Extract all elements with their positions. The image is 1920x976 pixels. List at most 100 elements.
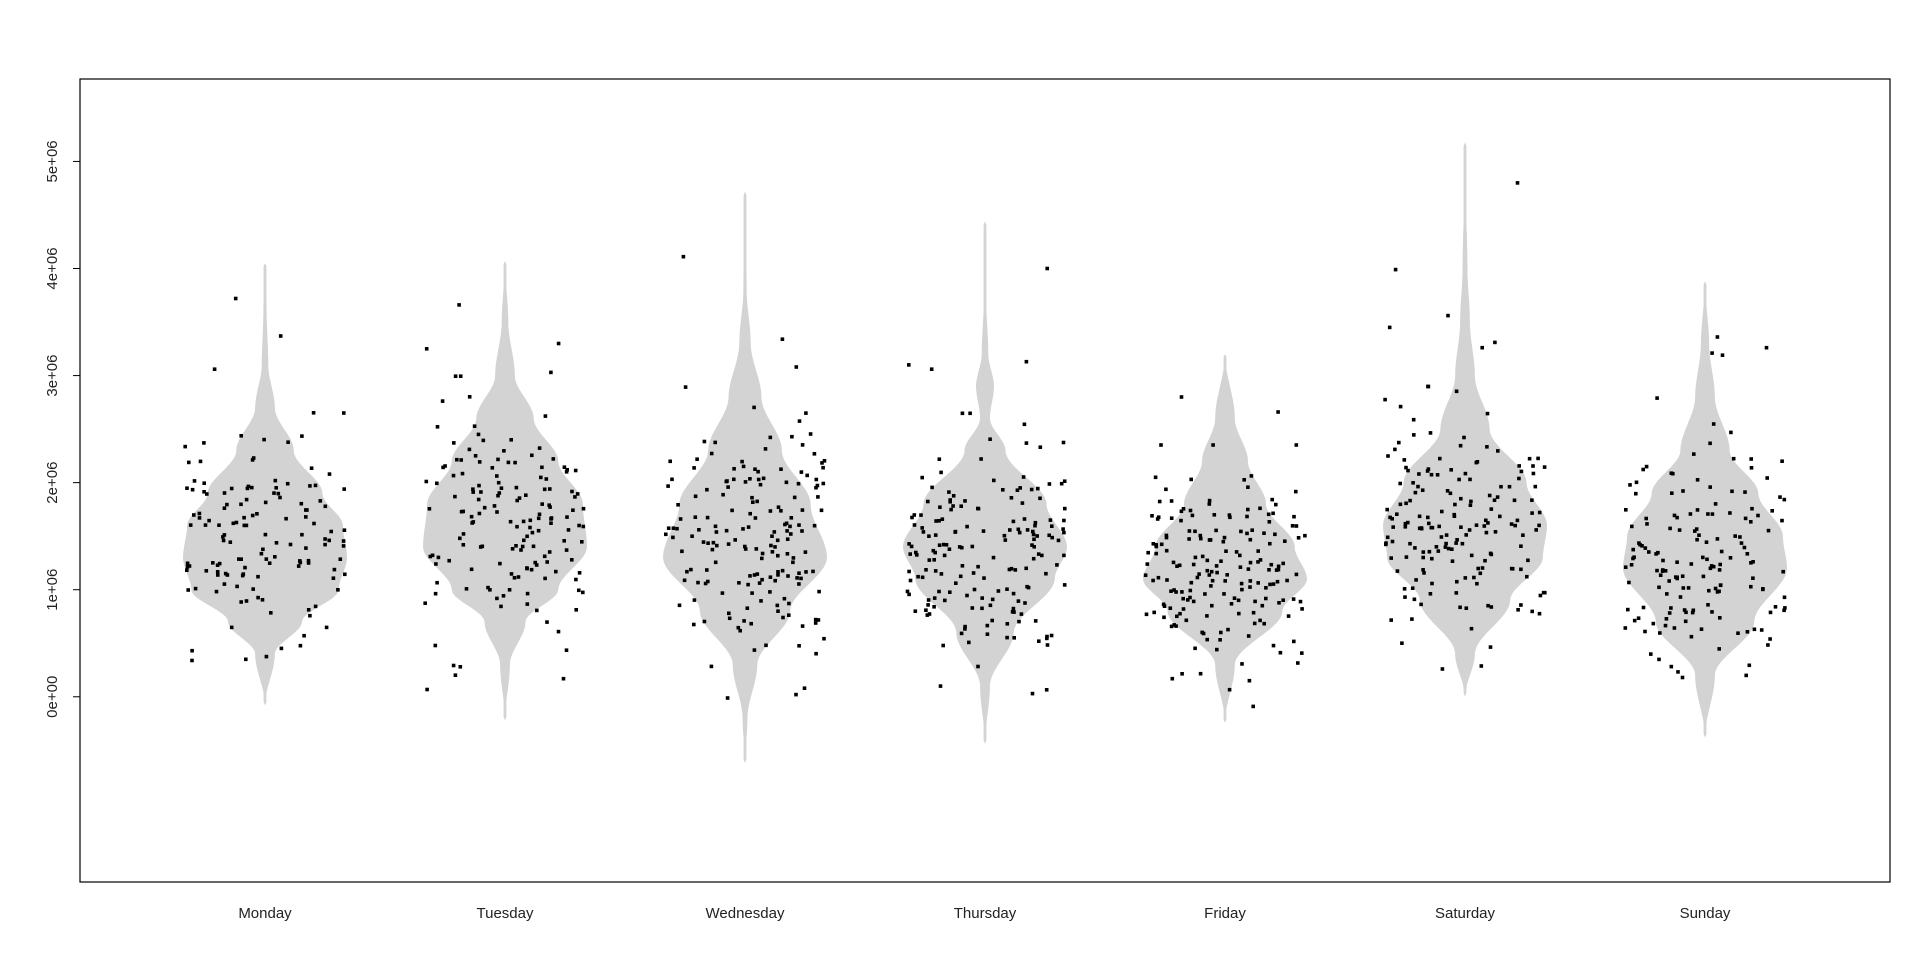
data-point xyxy=(1496,449,1500,453)
data-point xyxy=(1152,610,1156,615)
data-point xyxy=(1699,627,1704,631)
data-point xyxy=(1162,604,1167,608)
data-point xyxy=(1526,558,1530,563)
data-point xyxy=(784,521,789,526)
data-point xyxy=(458,536,462,541)
data-point xyxy=(789,516,794,520)
data-point xyxy=(1745,630,1750,634)
data-point xyxy=(800,508,805,512)
data-point xyxy=(273,555,277,559)
data-point xyxy=(1444,533,1449,537)
data-point xyxy=(1538,593,1543,598)
data-point xyxy=(1513,523,1517,528)
data-point xyxy=(727,616,732,621)
data-point xyxy=(1278,650,1283,655)
data-point xyxy=(1765,476,1769,480)
data-point xyxy=(1239,529,1243,534)
data-point xyxy=(1031,532,1036,537)
data-point xyxy=(1246,567,1251,571)
data-point xyxy=(543,576,547,581)
data-point xyxy=(1224,549,1228,553)
data-point xyxy=(1667,579,1671,583)
data-point xyxy=(740,459,744,464)
data-point xyxy=(1450,547,1454,551)
data-point xyxy=(912,523,917,527)
data-point xyxy=(264,557,269,561)
data-point xyxy=(1408,541,1412,546)
data-point xyxy=(953,529,958,534)
data-point xyxy=(937,589,941,594)
data-point xyxy=(1510,567,1515,571)
data-point xyxy=(784,480,789,485)
data-point xyxy=(469,514,474,519)
data-point xyxy=(944,543,949,547)
data-point xyxy=(1207,573,1212,577)
data-point xyxy=(1294,443,1299,447)
data-point xyxy=(1664,617,1669,621)
data-point xyxy=(1164,535,1169,540)
data-point xyxy=(681,254,686,259)
data-point xyxy=(1168,606,1173,610)
data-point xyxy=(273,478,278,483)
data-point xyxy=(1493,340,1497,345)
data-point xyxy=(1656,550,1660,555)
data-point xyxy=(664,532,668,537)
data-point xyxy=(1485,445,1489,449)
data-point xyxy=(907,569,911,574)
data-point xyxy=(1159,542,1164,547)
data-point xyxy=(1519,567,1523,572)
data-point xyxy=(1164,533,1169,538)
data-point xyxy=(512,576,517,580)
data-point xyxy=(666,526,671,530)
data-point xyxy=(819,508,824,513)
data-point xyxy=(1154,551,1158,556)
data-point xyxy=(427,507,432,511)
data-point xyxy=(1670,491,1674,495)
data-point xyxy=(1750,506,1754,511)
data-point xyxy=(239,502,243,507)
data-point xyxy=(800,624,805,628)
data-point xyxy=(1458,605,1462,610)
data-point xyxy=(1292,639,1296,644)
data-point xyxy=(1290,524,1295,528)
data-point xyxy=(1417,472,1421,476)
data-point xyxy=(566,528,571,532)
data-point xyxy=(1485,411,1490,416)
data-point xyxy=(577,571,582,575)
data-point xyxy=(1412,597,1417,602)
data-point xyxy=(713,560,718,565)
data-point xyxy=(245,486,250,491)
data-point xyxy=(1385,535,1390,540)
data-point xyxy=(785,552,790,556)
data-point xyxy=(1055,563,1059,567)
data-point xyxy=(1404,465,1408,470)
data-point xyxy=(1300,607,1304,611)
data-point xyxy=(1240,662,1244,666)
data-point xyxy=(1489,605,1494,609)
data-point xyxy=(1684,610,1688,615)
data-point xyxy=(1713,586,1718,591)
data-point xyxy=(467,447,472,452)
data-point xyxy=(1015,488,1020,492)
data-point xyxy=(1184,618,1189,623)
data-point xyxy=(1517,476,1521,481)
data-point xyxy=(802,686,807,690)
data-point xyxy=(246,484,251,489)
data-point xyxy=(1296,661,1300,665)
data-point xyxy=(1736,631,1740,635)
data-point xyxy=(288,542,293,547)
data-point xyxy=(244,523,249,528)
data-point xyxy=(1189,477,1193,482)
data-point xyxy=(1647,550,1651,554)
data-point xyxy=(1271,511,1275,516)
data-point xyxy=(1663,623,1668,628)
data-point xyxy=(327,538,331,543)
data-point xyxy=(773,578,777,583)
data-point xyxy=(452,441,456,445)
data-point xyxy=(1420,488,1425,492)
data-point xyxy=(1193,646,1197,651)
data-point xyxy=(577,523,581,528)
data-point xyxy=(1143,573,1148,577)
data-point xyxy=(434,562,438,566)
data-point xyxy=(1739,541,1744,545)
